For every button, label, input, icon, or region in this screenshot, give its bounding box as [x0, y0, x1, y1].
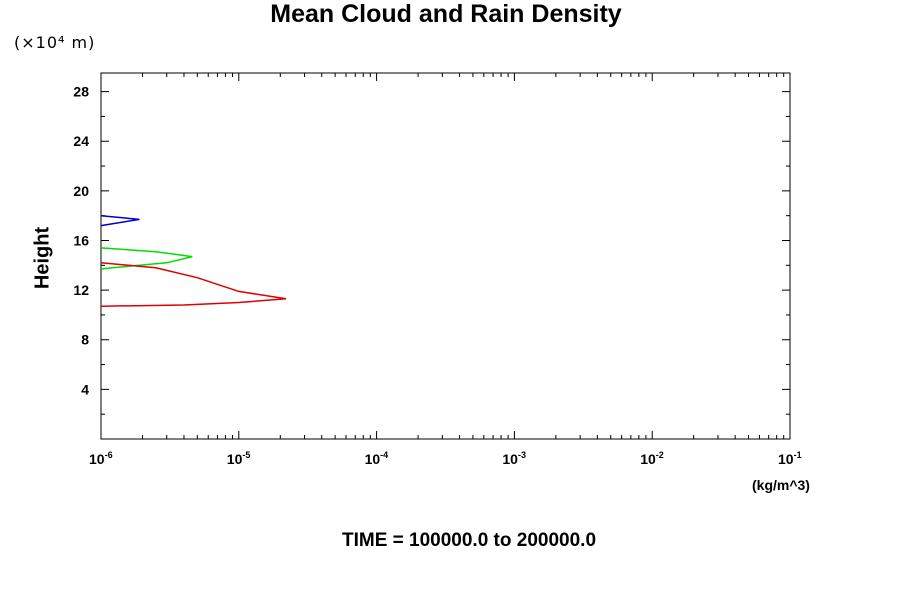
y-tick-label: 16: [73, 232, 89, 248]
data-series: [100, 214, 287, 307]
y-tick-label: 20: [73, 183, 89, 199]
time-range-footer: TIME = 100000.0 to 200000.0: [341, 530, 597, 551]
x-axis-unit-label: (kg/m^3): [752, 477, 810, 493]
x-tick-label: 10-3: [502, 450, 526, 467]
axis-tick-labels: 4 8 12 16 20 24 28 10-6 10-5 10-4 10-3 10-2 10-1: [73, 84, 801, 467]
series-line-1: [100, 214, 140, 227]
y-axis-unit-label: (×10⁴ m): [14, 33, 96, 52]
x-tick-label: 10-1: [778, 450, 802, 467]
plot-area-frame: [100, 72, 791, 440]
x-tick-label: 10-4: [365, 450, 389, 467]
y-tick-label: 28: [73, 84, 89, 100]
y-tick-label: 8: [81, 332, 89, 348]
y-tick-label: 24: [73, 133, 89, 149]
series-line-2: [100, 247, 193, 270]
series-line-3: [100, 262, 287, 307]
y-tick-label: 4: [81, 381, 89, 397]
x-tick-label: 10-5: [227, 450, 251, 467]
axis-ticks: [100, 73, 790, 439]
x-tick-label: 10-6: [89, 450, 113, 467]
y-tick-label: 12: [73, 282, 89, 298]
x-tick-label: 10-2: [640, 450, 664, 467]
chart-title: Mean Cloud and Rain Density: [270, 0, 622, 28]
